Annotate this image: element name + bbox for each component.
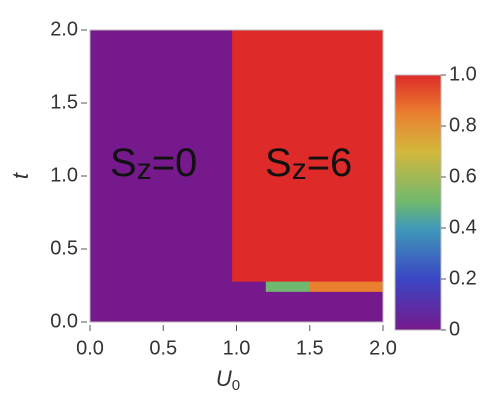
annotation-main: S <box>265 141 292 185</box>
plot-frame <box>89 29 384 323</box>
x-axis-label: U0 <box>216 366 240 394</box>
heat-cell <box>232 30 267 282</box>
annotation-rest: =0 <box>152 141 198 185</box>
y-tick-label: 1.0 <box>50 164 78 186</box>
y-tick-label: 0.0 <box>50 310 78 332</box>
colorbar-tick-label: 0.4 <box>449 216 477 238</box>
x-tick-label: 0.0 <box>76 337 104 359</box>
heat-cell <box>90 291 233 323</box>
heat-cell <box>265 291 311 323</box>
colorbar-tick-label: 1.0 <box>449 63 477 85</box>
x-axis-label-main: U <box>216 366 232 391</box>
heat-cell <box>309 281 384 292</box>
heat-cell <box>90 30 233 282</box>
colorbar-tick-label: 0.8 <box>449 114 477 136</box>
x-tick-label: 1.5 <box>296 337 324 359</box>
heat-cell <box>265 281 311 292</box>
annotation-sub: z <box>292 153 307 186</box>
y-tick-label: 1.5 <box>50 91 78 113</box>
annotation-rest: =6 <box>307 141 353 185</box>
y-tick-label: 2.0 <box>50 18 78 40</box>
heat-cell <box>232 281 267 292</box>
x-tick-label: 1.0 <box>223 337 251 359</box>
x-tick-label: 0.5 <box>149 337 177 359</box>
x-axis-label-sub: 0 <box>232 377 240 394</box>
annotation-sub: z <box>137 153 152 186</box>
annotation-main: S <box>110 141 137 185</box>
colorbar-tick-label: 0.6 <box>449 165 477 187</box>
colorbar-tick-label: 0 <box>449 318 460 340</box>
heat-cell <box>232 291 267 323</box>
y-axis-label: t <box>8 172 33 179</box>
annotation: Sz=0 <box>110 141 197 186</box>
colorbar <box>394 74 442 331</box>
heat-cell <box>309 30 384 282</box>
colorbar-tick-label: 0.2 <box>449 267 477 289</box>
heat-cell <box>309 291 384 323</box>
annotation: Sz=6 <box>265 141 352 186</box>
y-tick-label: 0.5 <box>50 237 78 259</box>
heat-cell <box>265 30 311 282</box>
heat-cell <box>90 281 233 292</box>
x-tick-label: 2.0 <box>369 337 397 359</box>
